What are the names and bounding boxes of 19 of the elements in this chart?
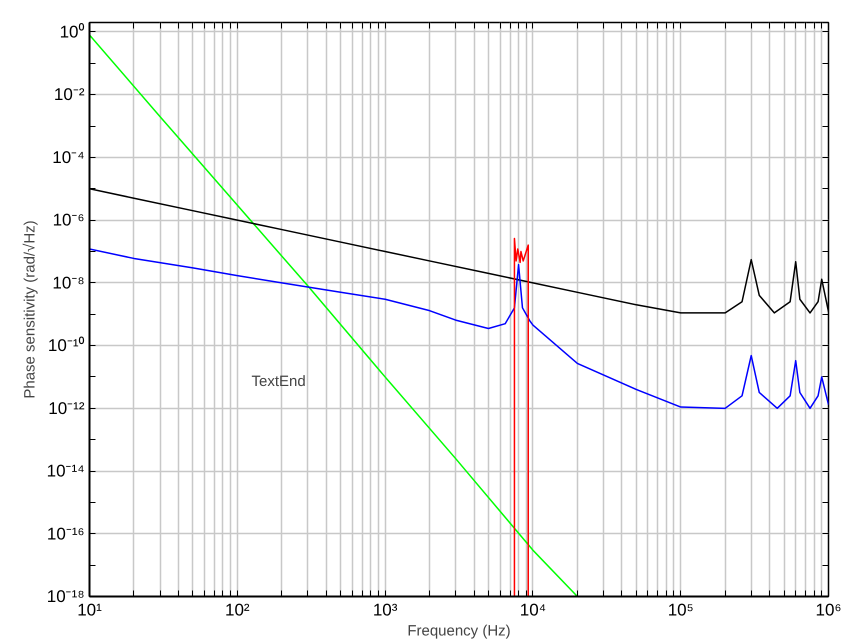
- x-tick-label: 10⁴: [520, 600, 546, 620]
- x-axis-title: Frequency (Hz): [407, 622, 511, 640]
- y-tick-label: 10⁻⁴: [52, 148, 85, 167]
- x-tick-label: 10³: [372, 600, 398, 620]
- y-tick-label: 10⁻¹²: [48, 398, 85, 418]
- y-tick-label: 10⁻²: [54, 85, 85, 104]
- y-tick-label: 10⁻¹⁶: [46, 524, 85, 544]
- y-tick-label: 10⁻¹⁴: [46, 462, 84, 481]
- y-tick-label: 10⁻⁶: [52, 210, 85, 230]
- x-tick-label: 10⁵: [668, 600, 694, 620]
- line-series: [514, 238, 529, 596]
- annotation: TextEnd: [252, 373, 306, 390]
- y-axis-title: Phase sensitivity (rad/√Hz): [22, 220, 39, 399]
- x-tick-label: 10⁶: [816, 600, 842, 620]
- x-tick-label: 10²: [225, 600, 250, 620]
- x-tick-label: 10¹: [77, 600, 102, 620]
- y-tick-label: 10⁰: [60, 22, 85, 42]
- y-tick-label: 10⁻¹⁰: [48, 336, 85, 356]
- y-tick-label: 10⁻⁸: [52, 273, 85, 292]
